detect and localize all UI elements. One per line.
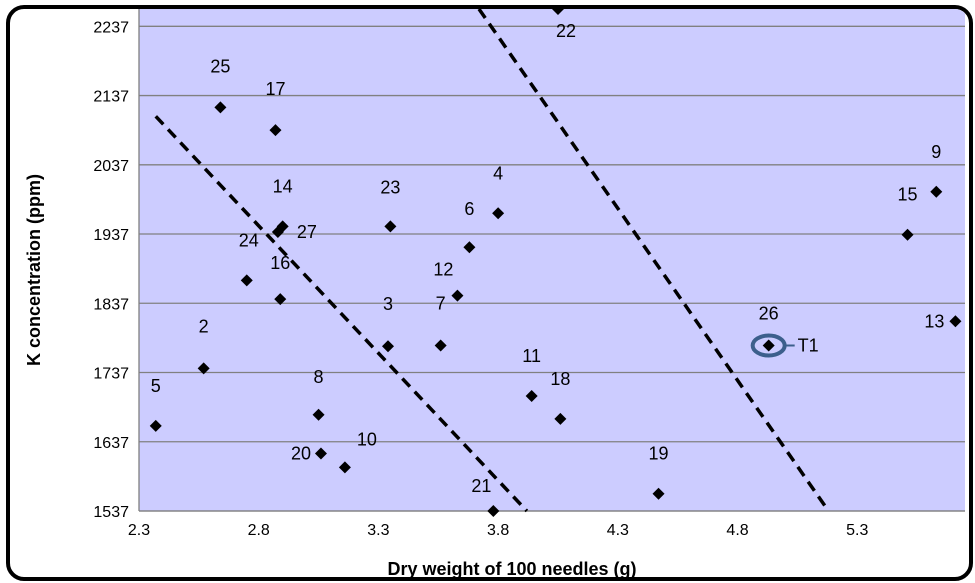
point-label: 12 — [433, 260, 453, 280]
point-label: 27 — [297, 222, 317, 242]
data-point — [314, 447, 327, 460]
point-label: 16 — [270, 253, 290, 273]
annotation-ellipse — [750, 333, 787, 358]
data-point — [762, 339, 775, 352]
x-tick-label: 3.8 — [487, 522, 509, 539]
x-axis-ticks: 2.3 2.8 3.3 3.8 4.3 4.8 5.3 — [128, 522, 869, 539]
point-label: 26 — [759, 304, 779, 324]
data-point — [149, 419, 162, 432]
point-label: 14 — [273, 176, 293, 196]
data-point — [312, 408, 325, 421]
x-tick-label: 4.3 — [607, 522, 629, 539]
data-point — [492, 207, 505, 220]
point-label: 3 — [383, 294, 393, 314]
y-axis-title: K concentration (ppm) — [24, 174, 44, 366]
point-label: 7 — [436, 294, 446, 314]
data-point — [487, 505, 500, 517]
data-point — [197, 362, 210, 375]
point-label: 21 — [471, 476, 491, 496]
trend-lines — [154, 9, 830, 513]
point-label: 9 — [931, 142, 941, 162]
data-point — [901, 228, 914, 241]
y-tick-label: 1737 — [93, 366, 129, 383]
data-point — [451, 289, 464, 302]
y-tick-label: 2237 — [93, 19, 129, 36]
data-point — [240, 274, 253, 287]
x-tick-label: 4.8 — [726, 522, 748, 539]
y-tick-label: 1537 — [93, 504, 129, 521]
y-tick-label: 1937 — [93, 227, 129, 244]
point-label: 6 — [464, 199, 474, 219]
annotation-label: T1 — [798, 336, 819, 356]
data-point — [274, 293, 287, 306]
y-axis-ticks: 1537 1637 1737 1837 1937 2037 2137 2237 — [93, 19, 129, 521]
data-point — [269, 124, 282, 137]
point-label: 4 — [493, 163, 503, 183]
point-label: 5 — [151, 376, 161, 396]
y-tick-label: 1637 — [93, 435, 129, 452]
data-point — [338, 461, 351, 474]
x-tick-label: 2.8 — [248, 522, 270, 539]
data-point — [214, 101, 227, 114]
point-label: 23 — [380, 177, 400, 197]
y-tick-label: 2037 — [93, 158, 129, 175]
chart-frame: 2 3 4 5 6 7 8 9 10 11 12 13 14 15 16 17 18 19 20 21 22 23 24 25… — [6, 5, 973, 581]
trend-line — [154, 115, 529, 513]
data-point — [271, 225, 284, 238]
data-point — [463, 241, 476, 254]
data-point — [551, 9, 564, 15]
point-label: 13 — [924, 311, 944, 331]
data-point — [384, 220, 397, 233]
data-point — [949, 315, 962, 328]
point-label: 18 — [550, 369, 570, 389]
x-tick-label: 2.3 — [128, 522, 150, 539]
y-tick-label: 2137 — [93, 89, 129, 106]
y-tick-label: 1837 — [93, 296, 129, 313]
point-label: 24 — [239, 230, 259, 250]
data-point — [652, 487, 665, 500]
point-label: 2 — [199, 316, 209, 336]
point-label: 15 — [898, 185, 918, 205]
data-point — [525, 390, 538, 403]
point-label: 20 — [291, 444, 311, 464]
data-point — [434, 339, 447, 352]
x-tick-label: 5.3 — [846, 522, 868, 539]
point-label: 10 — [357, 429, 377, 449]
point-label: 25 — [210, 56, 230, 76]
x-axis-title: Dry weight of 100 needles (g) — [387, 559, 636, 577]
point-label: 22 — [556, 21, 576, 41]
data-point — [381, 340, 394, 353]
point-label: 19 — [649, 444, 669, 464]
data-points — [149, 9, 962, 517]
point-label: 17 — [265, 79, 285, 99]
point-label: 11 — [522, 346, 541, 366]
data-point — [554, 412, 567, 425]
x-tick-label: 3.3 — [367, 522, 389, 539]
plot-area — [139, 9, 965, 511]
trend-line — [477, 9, 830, 513]
point-label: 8 — [314, 367, 324, 387]
data-point — [930, 185, 943, 198]
